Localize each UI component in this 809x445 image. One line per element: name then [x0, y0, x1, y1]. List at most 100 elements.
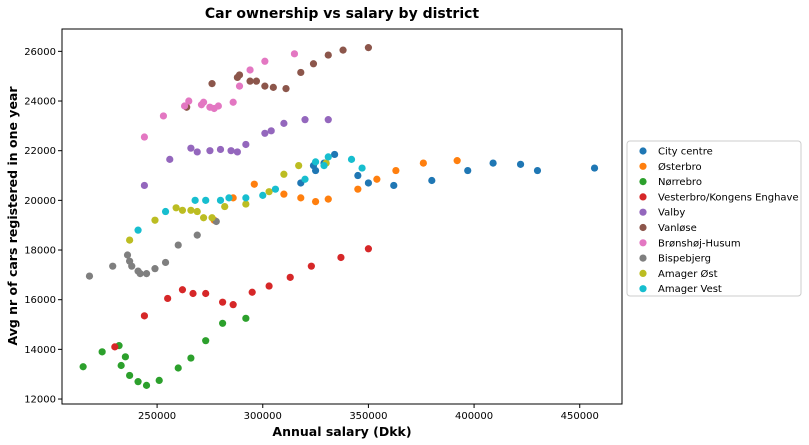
data-point — [453, 157, 461, 165]
data-point — [208, 80, 216, 88]
data-point — [233, 148, 241, 156]
data-point — [242, 194, 250, 202]
data-point — [193, 207, 201, 216]
data-point — [142, 381, 151, 389]
data-point — [392, 166, 400, 175]
data-point — [202, 196, 210, 204]
data-point — [419, 159, 427, 167]
data-point — [178, 206, 187, 214]
series-6 — [140, 50, 299, 141]
data-point — [373, 175, 381, 183]
data-point — [126, 236, 134, 244]
series-4 — [140, 116, 332, 190]
legend-marker — [639, 269, 647, 277]
data-point — [225, 194, 233, 202]
legend-label: Valby — [658, 208, 685, 219]
y-axis-label: Avg nr of cars registered in one year — [5, 86, 20, 346]
x-tick-label: 400000 — [455, 411, 493, 422]
data-point — [159, 112, 168, 120]
data-point — [126, 371, 134, 380]
data-point — [134, 378, 142, 386]
data-point — [151, 265, 159, 273]
legend-marker — [639, 178, 647, 186]
data-point — [364, 179, 373, 187]
data-point — [208, 214, 216, 222]
y-tick-label: 16000 — [24, 295, 56, 306]
data-point — [117, 361, 125, 370]
legend-label: Nørrebro — [658, 177, 702, 188]
legend-marker — [639, 147, 647, 155]
data-point — [219, 298, 227, 306]
data-point — [111, 343, 119, 351]
data-point — [354, 185, 362, 193]
data-point — [161, 207, 170, 216]
legend-label: Vanløse — [658, 223, 697, 234]
data-point — [134, 226, 142, 234]
data-point — [261, 129, 269, 137]
legend-marker — [639, 208, 647, 216]
data-point — [140, 312, 149, 320]
data-point — [301, 116, 309, 124]
data-point — [297, 194, 305, 202]
series-9 — [134, 153, 366, 234]
data-point — [136, 270, 144, 278]
chart-title: Car ownership vs salary by district — [205, 6, 480, 22]
data-point — [221, 202, 229, 211]
data-point — [516, 160, 525, 168]
legend-marker — [639, 239, 647, 247]
data-point — [174, 241, 182, 249]
data-point — [242, 314, 250, 322]
data-point — [187, 206, 195, 214]
x-axis-label: Annual salary (Dkk) — [272, 424, 411, 439]
x-tick-label: 350000 — [349, 411, 387, 422]
y-tick-label: 14000 — [24, 345, 56, 356]
data-point — [533, 166, 542, 175]
data-point — [187, 144, 195, 152]
data-point — [269, 83, 277, 91]
x-tick-label: 250000 — [138, 411, 176, 422]
data-point — [265, 188, 273, 196]
data-point — [280, 170, 288, 178]
y-tick-label: 18000 — [24, 246, 56, 257]
data-point — [202, 289, 210, 298]
data-point — [297, 68, 305, 77]
data-point — [324, 51, 332, 59]
data-point — [214, 102, 222, 110]
data-point — [248, 288, 256, 296]
data-point — [286, 273, 294, 281]
data-point — [191, 196, 199, 204]
data-point — [311, 197, 320, 206]
data-point — [193, 148, 201, 156]
series-3 — [111, 245, 373, 351]
data-point — [123, 251, 132, 259]
points-layer — [79, 44, 599, 389]
legend-items: City centre Østerbro Nørrebro Vesterbro/Kon… — [639, 147, 799, 295]
legend-marker — [639, 162, 647, 170]
data-point — [164, 294, 172, 303]
legend-marker — [639, 223, 647, 232]
data-point — [109, 262, 117, 270]
series-8 — [126, 159, 330, 244]
data-point — [265, 282, 273, 290]
data-point — [358, 164, 366, 172]
data-point — [290, 50, 299, 58]
data-point — [161, 258, 170, 267]
data-point — [324, 116, 332, 124]
data-point — [235, 82, 244, 90]
data-point — [261, 82, 269, 90]
series-2 — [79, 314, 250, 389]
series-1 — [210, 157, 461, 224]
data-point — [216, 196, 225, 204]
legend-marker — [639, 285, 647, 293]
legend-label: City centre — [658, 147, 713, 158]
data-point — [140, 133, 149, 141]
y-tick-label: 26000 — [24, 47, 56, 58]
data-point — [280, 190, 288, 198]
data-point — [301, 175, 309, 183]
legend-label: Østerbro — [658, 161, 702, 173]
data-point — [347, 155, 356, 163]
data-point — [178, 286, 187, 294]
data-point — [331, 150, 339, 159]
data-point — [311, 166, 320, 175]
